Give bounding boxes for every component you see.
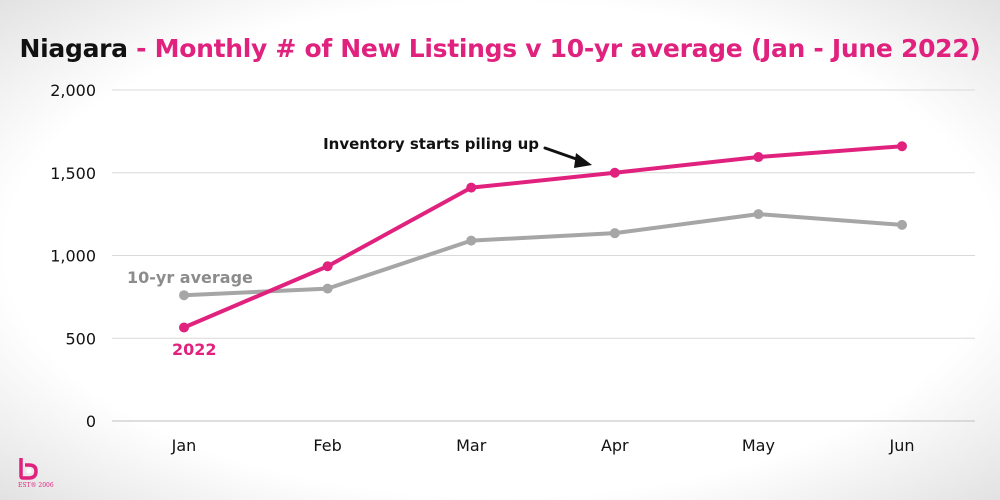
series-labels: 10-yr average 2022 bbox=[127, 268, 253, 359]
chart-title-rest: - Monthly # of New Listings v 10-yr aver… bbox=[127, 34, 981, 63]
chart-title-region: Niagara bbox=[19, 34, 129, 63]
series-lines bbox=[182, 144, 904, 330]
y-axis-tick-labels: 0 500 1,000 1,500 2,000 bbox=[50, 81, 96, 431]
annotation-arrow-head-icon bbox=[574, 153, 592, 168]
series-label-10yr-average: 10-yr average bbox=[127, 268, 253, 287]
data-point-10yr-average bbox=[466, 235, 477, 246]
y-tick-label: 1,500 bbox=[50, 164, 96, 183]
y-tick-label: 500 bbox=[65, 329, 96, 348]
data-point-10yr-average bbox=[609, 228, 620, 239]
y-tick-label: 0 bbox=[86, 412, 96, 431]
series-label-2022: 2022 bbox=[172, 340, 217, 359]
logo-mark-icon bbox=[19, 458, 38, 480]
data-point-10yr-average bbox=[753, 209, 764, 220]
data-point-10yr-average bbox=[322, 283, 333, 294]
chart-title: Niagara - Monthly # of New Listings v 10… bbox=[0, 34, 1000, 63]
x-tick-label: May bbox=[742, 436, 775, 455]
data-point-10yr-average bbox=[179, 290, 189, 301]
annotation: Inventory starts piling up bbox=[323, 135, 592, 168]
x-tick-label: Jun bbox=[889, 436, 915, 455]
y-tick-label: 2,000 bbox=[50, 81, 96, 100]
annotation-text: Inventory starts piling up bbox=[323, 135, 539, 153]
x-tick-label: Apr bbox=[601, 436, 629, 455]
y-tick-label: 1,000 bbox=[50, 247, 96, 266]
data-point-2022 bbox=[753, 152, 764, 163]
series-line-10yr-average bbox=[182, 212, 904, 298]
data-point-2022 bbox=[466, 182, 477, 193]
data-point-10yr-average bbox=[897, 219, 907, 230]
x-axis-tick-labels: Jan Feb Mar Apr May Jun bbox=[171, 436, 915, 455]
x-tick-label: Feb bbox=[313, 436, 341, 455]
data-point-2022 bbox=[179, 322, 189, 333]
series-line-2022 bbox=[182, 144, 904, 330]
series-points bbox=[179, 141, 907, 333]
data-point-2022 bbox=[897, 141, 907, 152]
x-tick-label: Mar bbox=[456, 436, 487, 455]
x-tick-label: Jan bbox=[171, 436, 197, 455]
gridlines bbox=[112, 89, 975, 422]
data-point-2022 bbox=[322, 261, 333, 272]
data-point-2022 bbox=[609, 167, 620, 178]
brand-logo: EST® 2006 bbox=[18, 456, 58, 492]
logo-text: EST® 2006 bbox=[18, 482, 54, 489]
